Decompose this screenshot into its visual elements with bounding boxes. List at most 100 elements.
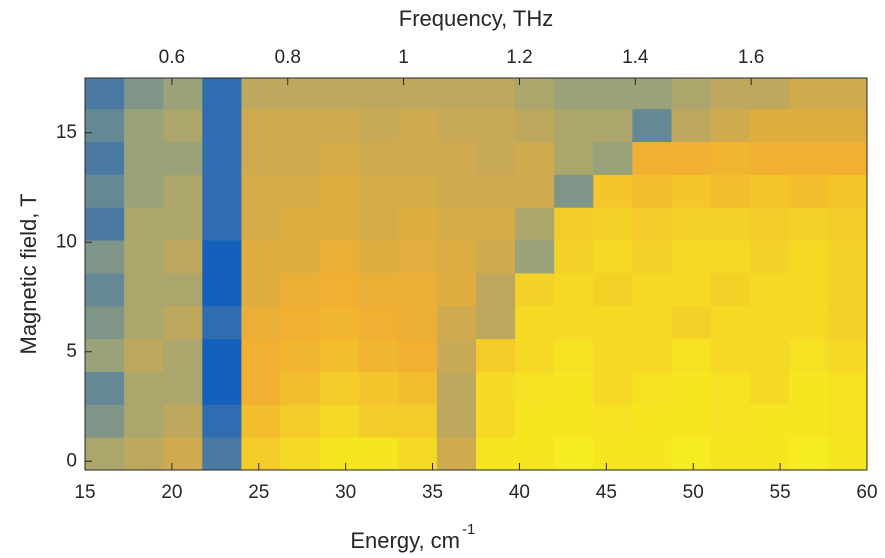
heatmap-cell	[827, 272, 868, 307]
heatmap-cell	[515, 305, 555, 340]
heatmap-cell	[358, 174, 399, 208]
heatmap-cell	[163, 338, 203, 372]
heatmap-cell	[397, 272, 438, 307]
heatmap-cell	[632, 78, 672, 110]
heatmap-cell	[202, 108, 242, 143]
x2-tick-label: 1.2	[506, 47, 532, 68]
heatmap-cell	[476, 108, 516, 143]
heatmap-cell	[202, 305, 242, 340]
heatmap-cell	[554, 207, 594, 241]
heatmap-cell	[554, 240, 594, 274]
heatmap-cell	[476, 240, 516, 274]
heatmap-cell	[554, 272, 594, 307]
heatmap-cell	[515, 141, 555, 175]
heatmap-cell	[436, 272, 477, 307]
x-axis-label: Energy, cm	[350, 528, 460, 553]
heatmap-cell	[749, 437, 790, 471]
heatmap-cell	[749, 305, 790, 340]
heatmap-cell	[280, 371, 321, 405]
heatmap-cell	[710, 207, 751, 241]
y-tick-label: 15	[56, 122, 77, 143]
heatmap-cell	[515, 404, 555, 438]
heatmap-cell	[671, 437, 712, 471]
heatmap-cell	[163, 305, 203, 340]
heatmap-cell	[436, 437, 477, 471]
heatmap-cell	[632, 371, 672, 405]
heatmap-cell	[397, 78, 438, 110]
heatmap-cell	[554, 305, 594, 340]
heatmap-cell	[436, 240, 477, 274]
heatmap-cell	[85, 305, 125, 340]
heatmap-cell	[710, 371, 751, 405]
heatmap-cell	[632, 240, 672, 274]
heatmap-cell	[554, 404, 594, 438]
heatmap-cell	[710, 404, 751, 438]
heatmap-cell	[476, 338, 516, 372]
heatmap-cell	[593, 141, 633, 175]
heatmap-cell	[788, 207, 829, 241]
heatmap-cell	[476, 305, 516, 340]
heatmap-cell	[671, 207, 712, 241]
heatmap-cell	[85, 207, 125, 241]
heatmap-cell	[827, 141, 868, 175]
x-tick-label: 60	[856, 482, 877, 503]
x-tick-label: 50	[683, 482, 704, 503]
heatmap-cell	[280, 240, 321, 274]
heatmap-cell	[671, 240, 712, 274]
heatmap-cell	[85, 108, 125, 143]
heatmap-cell	[280, 305, 321, 340]
heatmap-cell	[436, 174, 477, 208]
heatmap-cell	[436, 404, 477, 438]
heatmap-cell	[554, 338, 594, 372]
heatmap-cell	[280, 78, 321, 110]
heatmap-cell	[749, 78, 790, 110]
heatmap-cell	[632, 437, 672, 471]
heatmap-cell	[827, 174, 868, 208]
heatmap-cell	[710, 338, 751, 372]
heatmap-cell	[671, 305, 712, 340]
heatmap-cell	[124, 404, 164, 438]
heatmap-cell	[241, 404, 281, 438]
heatmap-cell	[124, 272, 164, 307]
heatmap-cell	[749, 141, 790, 175]
heatmap-cell	[124, 141, 164, 175]
heatmap-cell	[397, 240, 438, 274]
heatmap-cell	[319, 174, 360, 208]
heatmap-cell	[397, 174, 438, 208]
heatmap-cell	[319, 404, 360, 438]
heatmap-cell	[280, 207, 321, 241]
heatmap-cell	[593, 338, 633, 372]
plot-frame	[84, 77, 868, 471]
heatmap-cell	[85, 240, 125, 274]
heatmap-cell	[397, 207, 438, 241]
heatmap-cell	[476, 174, 516, 208]
x-tick-label: 25	[248, 482, 269, 503]
heatmap-cell	[710, 437, 751, 471]
heatmap-cell	[319, 108, 360, 143]
heatmap-cell	[710, 240, 751, 274]
heatmap-cell	[241, 141, 281, 175]
heatmap-cell	[241, 108, 281, 143]
heatmap-cell	[280, 272, 321, 307]
heatmap-cell	[241, 437, 281, 471]
heatmap-cell	[397, 338, 438, 372]
heatmap-cell	[319, 437, 360, 471]
heatmap-cell	[671, 272, 712, 307]
heatmap-cell	[515, 78, 555, 110]
heatmap-cell	[827, 437, 868, 471]
heatmap-cell	[358, 338, 399, 372]
x2-axis-label: Frequency, THz	[399, 6, 553, 31]
heatmap-cell	[788, 371, 829, 405]
heatmap-cell	[788, 78, 829, 110]
heatmap-cell	[788, 240, 829, 274]
heatmap-cell	[593, 404, 633, 438]
heatmap-cell	[319, 240, 360, 274]
heatmap-cell	[593, 240, 633, 274]
heatmap-cell	[827, 108, 868, 143]
heatmap-cell	[593, 174, 633, 208]
heatmap-cell	[241, 272, 281, 307]
x-tick-label: 20	[161, 482, 182, 503]
heatmap-cell	[241, 174, 281, 208]
heatmap-cell	[319, 78, 360, 110]
heatmap-cell	[124, 371, 164, 405]
